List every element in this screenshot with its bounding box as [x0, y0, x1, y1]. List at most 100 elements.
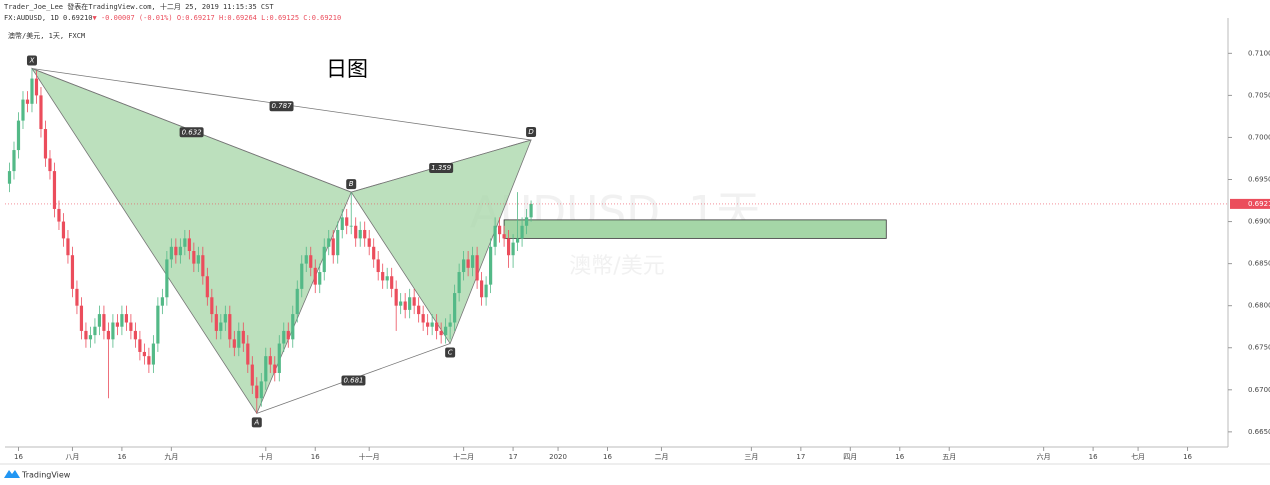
ratio-label: 0.632 [182, 128, 203, 136]
candle-body [237, 330, 241, 348]
candle-body [462, 259, 466, 273]
legend: 澳幣/美元, 1天, FXCM [8, 31, 85, 40]
y-tick-label: 0.66500 [1248, 428, 1270, 436]
point-label: B [349, 180, 354, 188]
x-tick-label: 十二月 [453, 452, 474, 461]
candle-body [295, 288, 299, 315]
ohlc: O:0.69217 H:0.69264 L:0.69125 C:0.69210 [177, 14, 341, 22]
point-badge [26, 55, 37, 66]
candle-body [506, 238, 511, 256]
candle-body [147, 356, 151, 365]
x-tick-label: 16 [311, 453, 320, 461]
candle-body [313, 267, 317, 285]
point-label: A [253, 418, 259, 426]
candle-body [250, 364, 254, 386]
candle-body [178, 246, 182, 256]
candle-body [327, 238, 331, 247]
candle-body [376, 259, 380, 273]
candle-body [367, 238, 371, 247]
point-badge [346, 179, 357, 190]
candle-body [187, 238, 191, 252]
candle-body [435, 322, 439, 331]
candle-body [75, 288, 79, 306]
candle-body [412, 297, 416, 306]
symbol-line: FX:AUDUSD, 1D 0.69210▼ -0.00007 (-0.01%)… [4, 14, 341, 22]
candle-body [282, 330, 286, 344]
candle-body [183, 238, 187, 247]
candle-body [232, 339, 236, 348]
candle-body [520, 225, 524, 239]
ratio-badge [429, 163, 454, 174]
candle-body [403, 301, 407, 310]
candle-body [52, 171, 57, 209]
candle-body [241, 330, 245, 344]
point-badge [445, 347, 456, 358]
y-tick-label: 0.69500 [1248, 176, 1270, 184]
candle-body [354, 225, 358, 239]
candle-body [115, 322, 120, 327]
candle-body [340, 217, 344, 230]
candle-body [138, 339, 142, 352]
candle-body [43, 129, 48, 159]
x-tick-label: 三月 [744, 453, 758, 461]
candle-body [66, 238, 70, 256]
candle-body [214, 314, 218, 331]
x-tick-label: 2020 [549, 453, 567, 461]
candle-body [111, 322, 115, 340]
x-tick-label: 17 [509, 453, 518, 461]
candle-body [372, 246, 376, 260]
candle-body [524, 217, 529, 226]
candle-body [421, 314, 425, 323]
point-label: D [528, 128, 534, 136]
ratio-badge [341, 375, 366, 386]
candle-body [381, 272, 385, 281]
candle-body [358, 229, 362, 239]
candle-body [426, 322, 430, 327]
y-tick-label: 0.68000 [1248, 302, 1270, 310]
candle-body [97, 314, 102, 327]
candle-body [160, 297, 164, 306]
x-tick-label: 六月 [1037, 452, 1051, 461]
candle-body [192, 251, 196, 264]
candle-body [228, 314, 232, 340]
candle-body [304, 255, 308, 264]
candle-body [255, 385, 259, 399]
change: ▼ -0.00007 (-0.01%) [93, 14, 173, 22]
candle-body [84, 330, 88, 340]
candle-body [497, 225, 502, 235]
candle-body [124, 314, 129, 323]
candle-body [30, 78, 34, 104]
candle-body [165, 259, 169, 298]
candle-body [457, 272, 461, 294]
candle-body [133, 330, 137, 340]
y-tick-label: 0.70500 [1248, 91, 1270, 99]
candle-body [493, 225, 497, 247]
point-label: C [448, 349, 453, 357]
ratio-label: 0.681 [343, 376, 363, 384]
candle-body [273, 364, 277, 373]
x-tick-label: 二月 [654, 453, 668, 461]
candle-body [484, 284, 488, 298]
candle-body [70, 255, 75, 289]
brand-logo [4, 470, 20, 478]
y-tick-label: 0.69000 [1248, 218, 1270, 226]
candle-body [345, 217, 349, 226]
candle-body [300, 263, 304, 289]
candle-body [286, 330, 290, 340]
candle-body [430, 322, 434, 327]
candle-body [385, 276, 389, 281]
candle-body [309, 255, 313, 268]
candle-body [417, 305, 421, 315]
candle-body [129, 322, 133, 331]
x-tick-label: 七月 [1131, 452, 1145, 461]
x-tick-label: 16 [14, 453, 23, 461]
candle-body [48, 158, 52, 172]
candle-body [363, 229, 367, 239]
x-tick-label: 16 [1183, 453, 1192, 461]
ratio-label: 1.359 [431, 164, 452, 172]
candle-body [390, 276, 394, 289]
x-tick-label: 九月 [164, 452, 178, 461]
y-tick-label: 0.68500 [1248, 260, 1270, 268]
